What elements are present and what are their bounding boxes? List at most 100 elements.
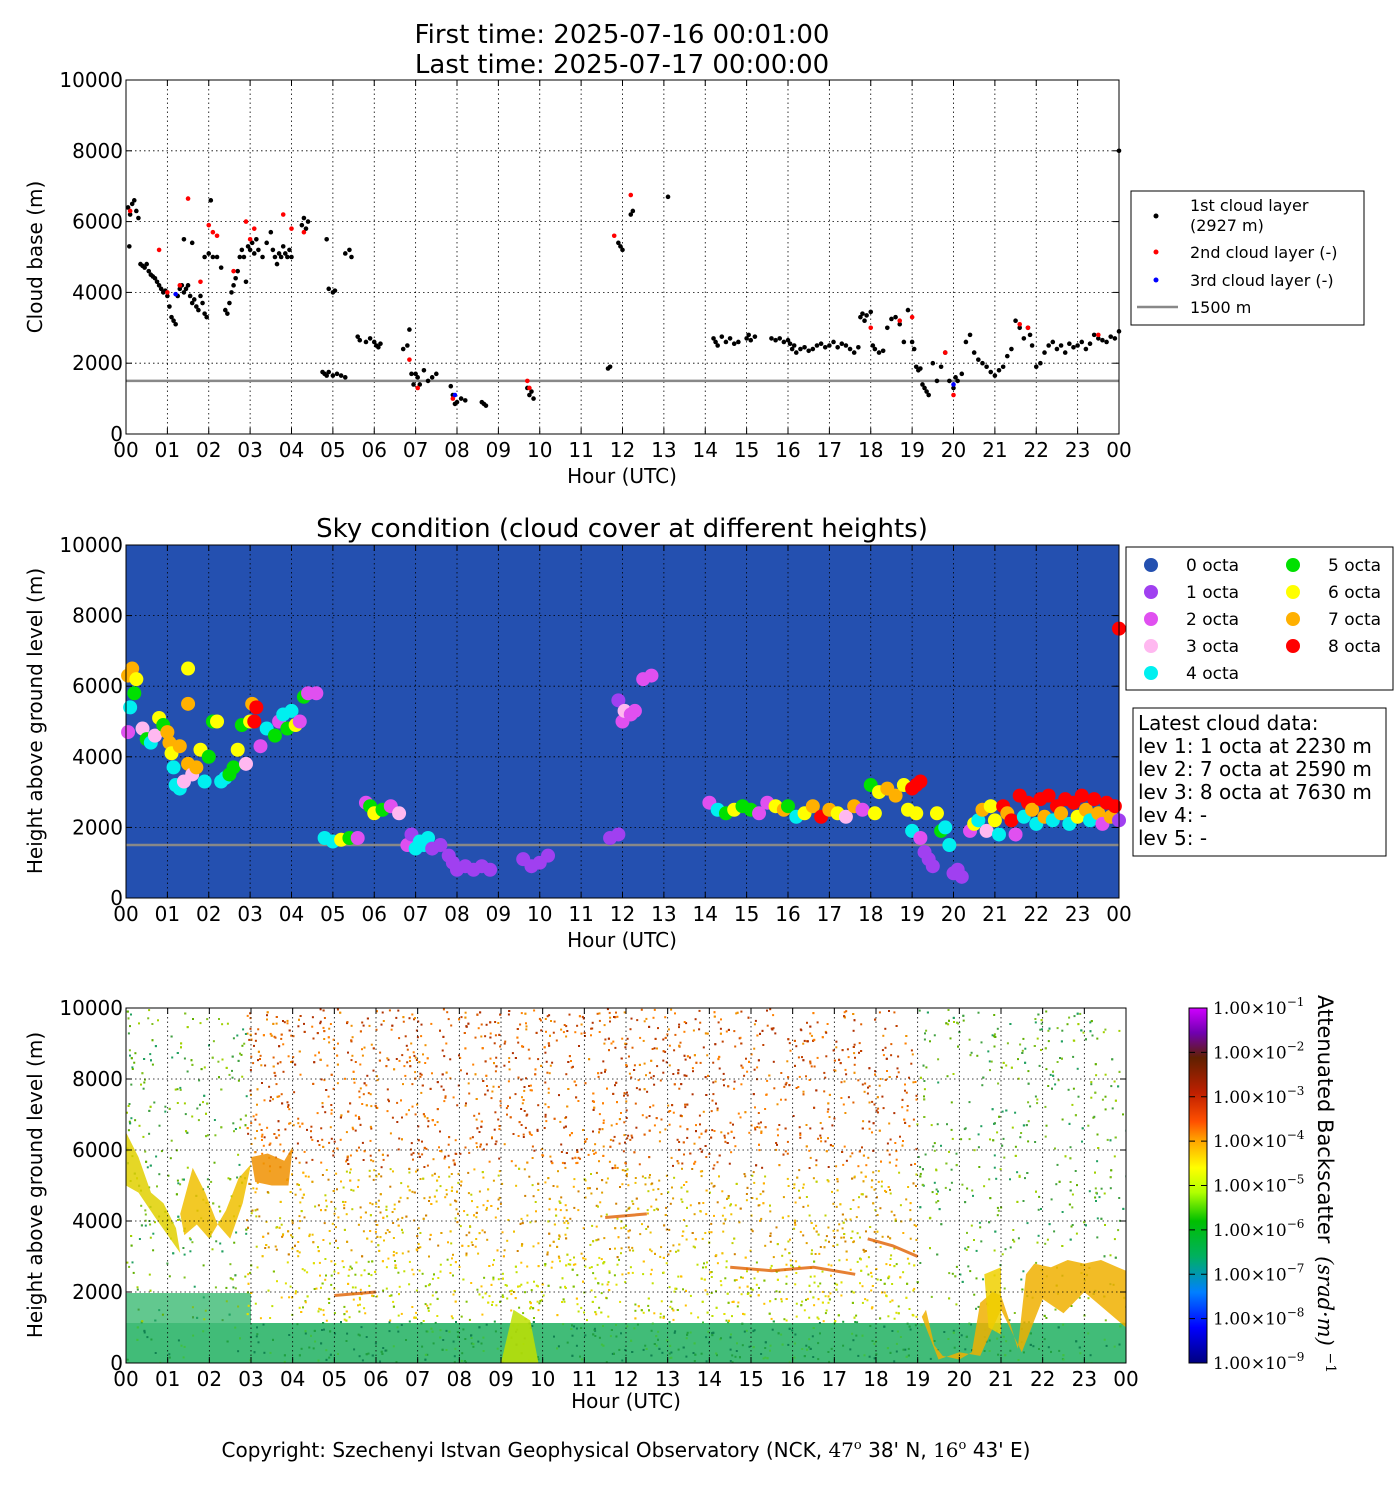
cloud-layer1-point — [1000, 364, 1006, 370]
backscatter-speck — [422, 1177, 425, 1180]
backscatter-speck — [473, 1214, 475, 1217]
x-tick-label: 05 — [320, 438, 345, 462]
backscatter-speck — [280, 1093, 283, 1096]
x-tick-label: 11 — [568, 902, 593, 926]
backscatter-speck — [801, 1056, 803, 1059]
backscatter-speck — [279, 1143, 282, 1146]
backscatter-speck — [607, 1315, 610, 1318]
backscatter-speck — [991, 1034, 994, 1037]
x-tick-label: 20 — [941, 438, 966, 462]
backscatter-speck — [743, 1330, 746, 1333]
backscatter-speck — [650, 1329, 653, 1332]
backscatter-speck — [796, 1176, 799, 1179]
backscatter-speck — [886, 1142, 889, 1145]
backscatter-speck — [575, 1096, 578, 1099]
backscatter-speck — [946, 1123, 948, 1126]
backscatter-speck — [812, 1296, 815, 1299]
backscatter-speck — [932, 1145, 935, 1148]
backscatter-speck — [634, 1181, 637, 1184]
backscatter-speck — [622, 1150, 625, 1153]
backscatter-speck — [760, 1132, 763, 1134]
backscatter-speck — [836, 1243, 839, 1246]
backscatter-speck — [182, 1178, 185, 1181]
backscatter-speck — [683, 1184, 685, 1186]
backscatter-speck — [298, 1161, 301, 1164]
backscatter-speck — [627, 1272, 630, 1275]
backscatter-speck — [1034, 1141, 1037, 1143]
backscatter-speck — [571, 1354, 574, 1357]
backscatter-speck — [131, 1066, 134, 1069]
backscatter-speck — [524, 1126, 527, 1129]
backscatter-speck — [1009, 1023, 1012, 1025]
backscatter-speck — [283, 1021, 286, 1024]
backscatter-speck — [845, 1159, 848, 1162]
backscatter-speck — [956, 1021, 958, 1024]
backscatter-speck — [679, 1125, 682, 1128]
backscatter-speck — [778, 1124, 781, 1126]
backscatter-speck — [584, 1334, 587, 1337]
backscatter-speck — [148, 1186, 151, 1189]
backscatter-speck — [368, 1175, 371, 1178]
backscatter-speck — [660, 1118, 663, 1121]
backscatter-speck — [706, 1054, 709, 1057]
backscatter-speck — [509, 1116, 512, 1119]
cloud-layer1-point — [951, 385, 956, 391]
backscatter-speck — [644, 1344, 647, 1347]
backscatter-speck — [282, 1070, 285, 1073]
backscatter-speck — [558, 1257, 561, 1260]
cloud-layer1-point — [920, 382, 925, 387]
backscatter-speck — [920, 1324, 923, 1327]
backscatter-speck — [788, 1361, 791, 1363]
backscatter-speck — [369, 1093, 372, 1096]
backscatter-speck — [694, 1160, 697, 1163]
backscatter-speck — [889, 1237, 892, 1240]
backscatter-speck — [323, 1079, 326, 1082]
backscatter-speck — [592, 1130, 594, 1133]
cloud-layer1-point — [458, 396, 464, 401]
cloud-layer2-point — [1025, 325, 1031, 331]
backscatter-speck — [467, 1171, 470, 1174]
backscatter-speck — [1069, 1189, 1072, 1192]
backscatter-speck — [739, 1036, 742, 1039]
backscatter-speck — [808, 1149, 811, 1152]
backscatter-speck — [1045, 1124, 1048, 1127]
backscatter-speck — [870, 1289, 873, 1292]
backscatter-speck — [339, 1116, 342, 1119]
cloud-layer1-point — [378, 341, 383, 347]
backscatter-speck — [449, 1272, 452, 1274]
backscatter-speck — [657, 1338, 659, 1341]
backscatter-speck — [316, 1032, 319, 1035]
backscatter-speck — [449, 1263, 452, 1266]
backscatter-speck — [653, 1209, 656, 1212]
backscatter-speck — [795, 1045, 798, 1048]
backscatter-speck — [721, 1040, 724, 1043]
backscatter-speck — [490, 1283, 493, 1286]
backscatter-speck — [522, 1045, 525, 1048]
backscatter-speck — [576, 1151, 579, 1153]
backscatter-speck — [808, 1346, 811, 1349]
backscatter-speck — [365, 1336, 368, 1338]
octa-point — [129, 672, 144, 687]
backscatter-speck — [573, 1080, 576, 1083]
backscatter-speck — [480, 1285, 483, 1288]
backscatter-speck — [665, 1228, 668, 1231]
backscatter-speck — [164, 1105, 167, 1108]
cloud-layer1-point — [156, 283, 162, 288]
backscatter-speck — [300, 1311, 303, 1313]
cloud-layer1-point — [1112, 336, 1118, 341]
backscatter-speck — [705, 1360, 708, 1363]
backscatter-speck — [705, 1336, 708, 1339]
backscatter-speck — [455, 1200, 458, 1203]
backscatter-speck — [707, 1330, 710, 1333]
backscatter-speck — [347, 1282, 350, 1285]
octa-point — [979, 823, 994, 838]
backscatter-speck — [503, 1249, 506, 1252]
backscatter-speck — [879, 1207, 882, 1210]
backscatter-speck — [1110, 1085, 1113, 1088]
backscatter-speck — [1103, 1338, 1106, 1341]
backscatter-speck — [624, 1046, 627, 1049]
backscatter-speck — [535, 1284, 538, 1287]
cloud-layer2-point — [198, 279, 203, 285]
backscatter-speck — [405, 1339, 407, 1341]
backscatter-speck — [442, 1008, 445, 1011]
